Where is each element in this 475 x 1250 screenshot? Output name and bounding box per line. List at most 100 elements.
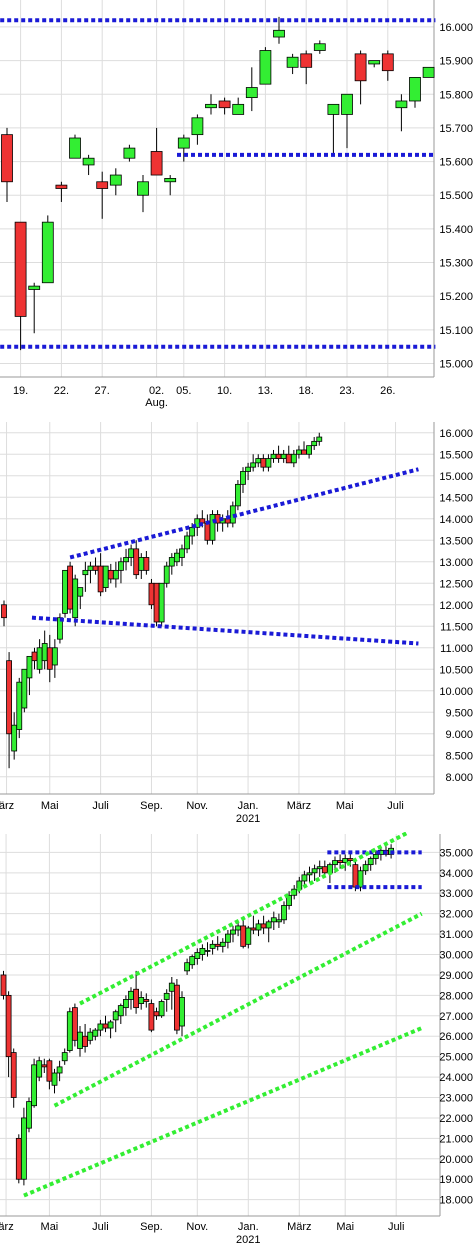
y-tick-label: 12.500: [439, 578, 473, 590]
candle-body-up: [179, 548, 185, 558]
candle: [199, 944, 206, 961]
x-tick-label: Nov.: [186, 800, 208, 812]
candle: [15, 1134, 22, 1184]
candle-body-up: [36, 647, 43, 670]
candle-body-up: [179, 997, 185, 1027]
y-tick-label: 15.800: [439, 89, 473, 101]
candle: [285, 445, 292, 464]
x-tick-label: 26.: [380, 385, 395, 397]
candle-body-up: [259, 50, 272, 85]
candle: [286, 891, 293, 910]
candle-body-up: [362, 864, 369, 872]
candle-body-down: [14, 221, 27, 317]
candlestick-chart-3: 18.000 19.000 20.000 21.000 22.000 23.000 24.0…: [0, 832, 473, 1246]
candle: [168, 553, 175, 575]
candle-body-up: [255, 923, 262, 931]
y-tick-label: 26.000: [439, 1031, 473, 1043]
candle: [117, 1003, 124, 1024]
candle: [153, 1007, 160, 1020]
candle-body-up: [163, 565, 170, 584]
candle: [133, 970, 140, 1014]
y-tick-label: 15.500: [439, 449, 473, 461]
y-tick-label: 15.100: [439, 325, 473, 337]
candle: [265, 919, 272, 943]
candle-body-up: [245, 927, 252, 945]
x-tick-label: Juli: [92, 1221, 109, 1233]
candle: [270, 449, 277, 463]
candle-body-down: [0, 974, 7, 996]
candle: [368, 60, 381, 68]
candle-body-down: [354, 53, 367, 82]
candle-body-up: [128, 990, 134, 1000]
candle-body-down: [321, 866, 328, 874]
candle: [265, 454, 272, 472]
candle: [148, 999, 155, 1033]
y-tick-label: 27.000: [439, 1011, 473, 1023]
candle-body-down: [352, 864, 359, 888]
candle-body-down: [143, 557, 150, 571]
candle: [143, 993, 150, 1008]
candle-body-up: [41, 221, 54, 284]
candle-body-up: [270, 917, 277, 923]
y-tick-label: 24.000: [439, 1072, 473, 1084]
candle-body-up: [72, 578, 79, 619]
candle-body-down: [300, 53, 313, 68]
candle-body-down: [10, 1052, 17, 1098]
candle: [82, 1023, 88, 1053]
candle: [55, 181, 68, 202]
candle-body-down: [240, 925, 247, 947]
candle: [41, 630, 48, 670]
y-tick-label: 31.000: [439, 929, 473, 941]
candle-body-down: [15, 1137, 22, 1180]
candle-body-down: [97, 565, 104, 593]
candle-body-down: [337, 860, 344, 863]
candle: [97, 553, 104, 597]
y-tick-label: 16.000: [439, 22, 473, 34]
candle: [214, 936, 221, 951]
candle: [224, 930, 231, 949]
candle: [10, 1048, 17, 1108]
candle: [240, 919, 247, 949]
candle: [286, 53, 299, 75]
candle: [341, 93, 353, 149]
y-tick-label: 8.000: [445, 772, 473, 784]
y-tick-label: 15.200: [439, 291, 473, 303]
candle-body-up: [20, 1117, 27, 1180]
candle-body-up: [290, 453, 297, 464]
y-tick-label: 35.000: [439, 847, 473, 859]
y-tick-label: 12.000: [439, 600, 473, 612]
candle-body-up: [41, 643, 48, 662]
candle-body-up: [87, 1031, 94, 1041]
candle: [69, 134, 81, 159]
candle-body-up: [311, 868, 318, 874]
candle: [36, 639, 43, 674]
y-tick-label: 16.000: [439, 428, 473, 440]
candle-body-up: [342, 858, 349, 863]
x-axis-sublabel: 2021: [236, 1234, 260, 1246]
y-tick-label: 33.000: [439, 888, 473, 900]
candle-body-up: [117, 1005, 124, 1017]
candle: [281, 901, 287, 924]
candle: [96, 171, 109, 219]
candle: [409, 77, 421, 108]
x-tick-label: ärz: [0, 1221, 14, 1233]
candle-body-up: [296, 449, 302, 455]
candle-body-up: [422, 66, 435, 78]
candle-body-up: [184, 535, 190, 550]
candle: [168, 976, 175, 1010]
candle: [306, 445, 313, 459]
candle-body-down: [1, 604, 7, 619]
candle: [422, 66, 435, 78]
candle-body-up: [109, 174, 122, 186]
candle: [26, 655, 33, 696]
x-tick-label: 05.: [176, 385, 191, 397]
candle-body-up: [61, 1052, 68, 1062]
candle-body-up: [286, 56, 299, 68]
candle-body-up: [66, 1011, 73, 1051]
candle-body-up: [177, 137, 190, 149]
trend-lines: [23, 832, 423, 1198]
candle: [354, 50, 367, 105]
candle: [306, 866, 313, 884]
candle: [240, 467, 246, 493]
x-axis: 19. 22. 27. 02. 05. 10. 13. 18. 23. 26. Aug.: [13, 385, 395, 409]
